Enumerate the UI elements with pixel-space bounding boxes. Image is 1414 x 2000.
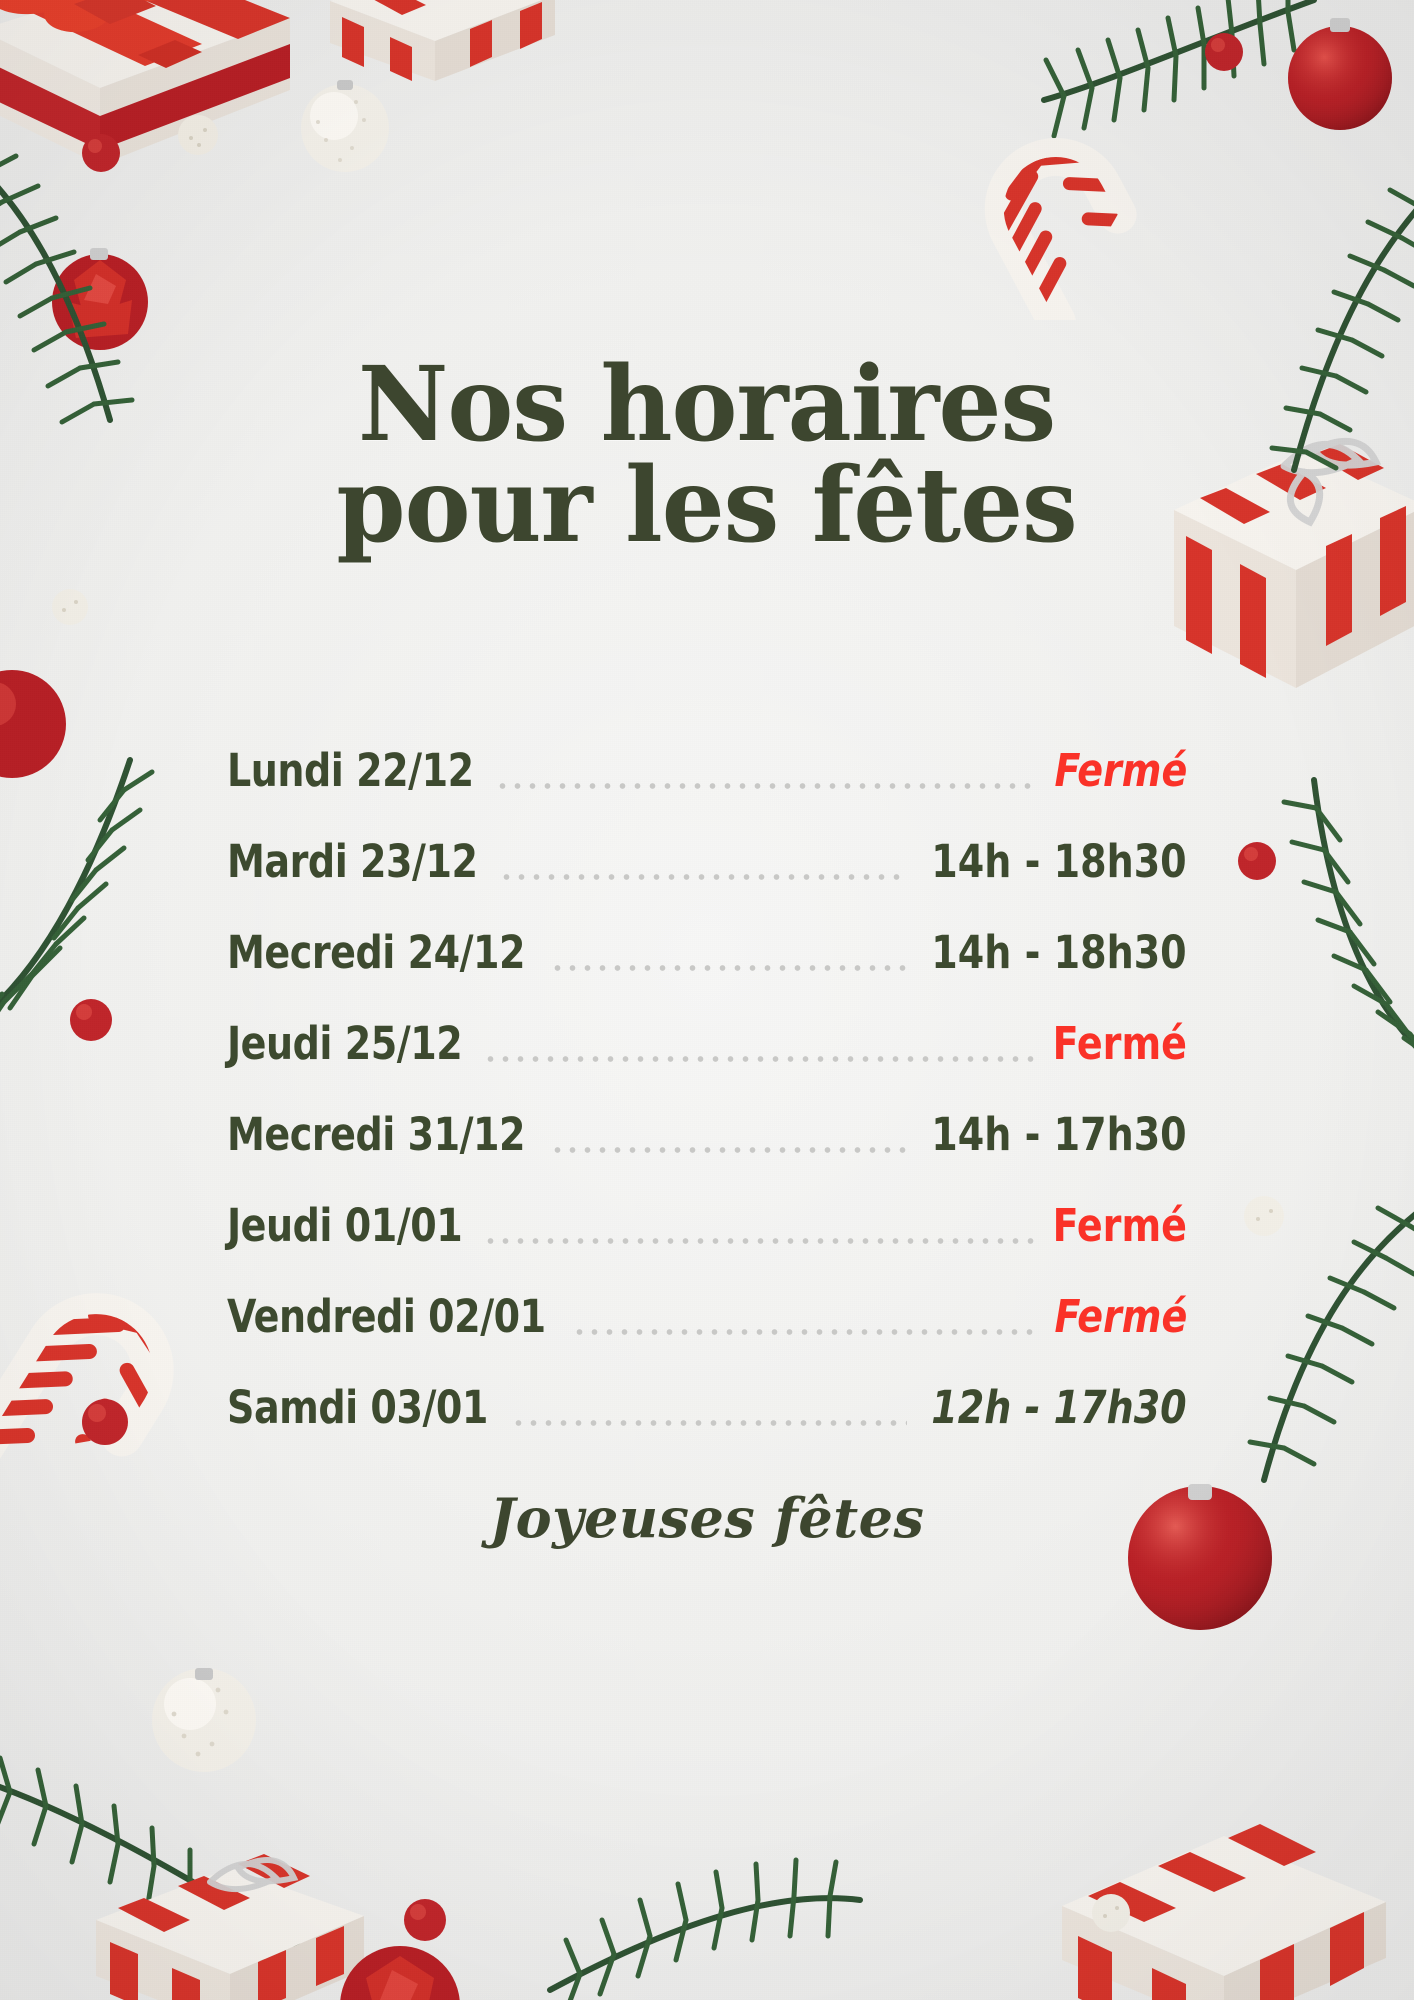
dotted-leader <box>510 1417 908 1428</box>
schedule-day-label: Mardi 23/12 <box>227 834 478 888</box>
schedule-hours-value: 14h - 17h30 <box>931 1107 1187 1161</box>
schedule-status-closed: Fermé <box>1052 1016 1187 1070</box>
schedule-row: Samdi 03/01 12h - 17h30 <box>227 1381 1187 1434</box>
schedule-list: Lundi 22/12 Fermé Mardi 23/12 14h - 18h30 Me… <box>227 744 1187 1434</box>
dotted-leader <box>483 1053 1037 1064</box>
schedule-hours-value: 12h - 17h30 <box>931 1380 1187 1434</box>
schedule-hours-value: 14h - 18h30 <box>931 925 1187 979</box>
footer-greeting: Joyeuses fêtes <box>489 1485 925 1550</box>
dotted-leader <box>495 780 1038 791</box>
dotted-leader <box>499 871 908 882</box>
schedule-day-label: Lundi 22/12 <box>227 743 474 797</box>
schedule-row: Jeudi 01/01 Fermé <box>227 1199 1187 1252</box>
schedule-row: Mardi 23/12 14h - 18h30 <box>227 835 1187 888</box>
schedule-status-closed: Fermé <box>1054 1289 1187 1343</box>
schedule-day-label: Jeudi 01/01 <box>227 1198 463 1252</box>
schedule-day-label: Mecredi 24/12 <box>227 925 526 979</box>
schedule-row: Jeudi 25/12 Fermé <box>227 1017 1187 1070</box>
page-title: Nos horaires pour les fêtes <box>336 353 1078 566</box>
title-line-2: pour les fêtes <box>336 444 1078 566</box>
schedule-row: Vendredi 02/01 Fermé <box>227 1290 1187 1343</box>
dotted-leader <box>550 962 908 973</box>
schedule-day-label: Mecredi 31/12 <box>227 1107 526 1161</box>
dotted-leader <box>571 1326 1038 1337</box>
schedule-day-label: Samdi 03/01 <box>227 1380 488 1434</box>
schedule-hours-value: 14h - 18h30 <box>931 834 1187 888</box>
schedule-day-label: Jeudi 25/12 <box>227 1016 463 1070</box>
title-line-1: Nos horaires <box>358 344 1056 465</box>
schedule-row: Mecredi 24/12 14h - 18h30 <box>227 926 1187 979</box>
schedule-status-closed: Fermé <box>1052 1198 1187 1252</box>
schedule-row: Lundi 22/12 Fermé <box>227 744 1187 797</box>
schedule-status-closed: Fermé <box>1054 743 1187 797</box>
schedule-row: Mecredi 31/12 14h - 17h30 <box>227 1108 1187 1161</box>
dotted-leader <box>483 1235 1037 1246</box>
schedule-day-label: Vendredi 02/01 <box>227 1289 546 1343</box>
dotted-leader <box>550 1144 908 1155</box>
